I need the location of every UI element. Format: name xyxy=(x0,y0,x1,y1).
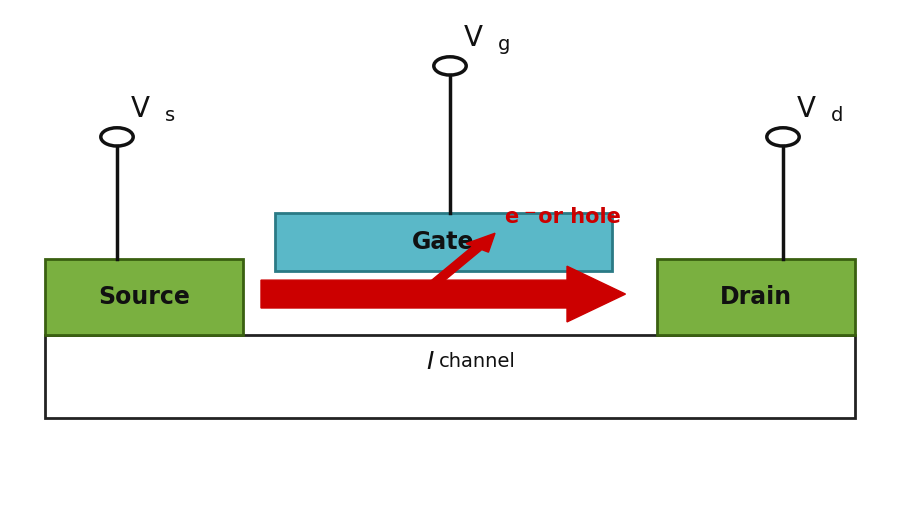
Bar xyxy=(45,259,243,335)
Text: −: − xyxy=(524,205,536,220)
FancyArrow shape xyxy=(414,233,495,298)
Text: Gate: Gate xyxy=(412,230,474,254)
Text: Source: Source xyxy=(98,284,190,309)
Text: Drain: Drain xyxy=(720,284,792,309)
Bar xyxy=(274,213,612,271)
Text: d: d xyxy=(831,106,843,125)
FancyArrow shape xyxy=(261,266,626,322)
Bar xyxy=(657,259,855,335)
Text: s: s xyxy=(165,106,175,125)
Text: V: V xyxy=(796,95,815,123)
Text: V: V xyxy=(464,24,482,52)
Text: V: V xyxy=(130,95,149,123)
Text: or hole: or hole xyxy=(531,207,621,227)
Text: $I$: $I$ xyxy=(426,350,434,374)
Text: g: g xyxy=(498,35,510,54)
Bar xyxy=(45,335,855,418)
Text: channel: channel xyxy=(438,352,516,371)
Text: e: e xyxy=(504,207,518,227)
